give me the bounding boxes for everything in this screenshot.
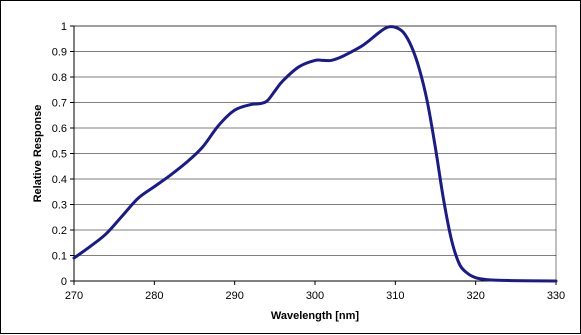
y-tick-label-9: 0.9 [52,47,67,59]
y-tick-label-2: 0.2 [52,225,67,237]
y-tick-label-7: 0.7 [52,98,67,110]
x-tick-label-6: 330 [547,290,565,302]
y-tick-label-1: 0.1 [52,251,67,263]
y-tick-label-8: 0.8 [52,72,67,84]
grid-lines [74,25,556,256]
x-tick-label-4: 310 [386,290,404,302]
x-tick-label-0: 270 [65,290,83,302]
y-axis-title: Relative Response [32,105,44,203]
y-tick-label-4: 0.4 [52,174,67,186]
y-tick-label-6: 0.6 [52,123,67,135]
x-tick-label-2: 290 [225,290,243,302]
x-axis-title: Wavelength [nm] [271,310,360,322]
y-axis: 0 0.1 0.2 0.3 0.4 0.5 0.6 0.7 0.8 0.9 1 [52,21,75,288]
series-line [72,25,558,283]
x-axis: 270 280 290 300 310 320 330 [65,280,565,302]
y-tick-label-0: 0 [61,276,67,288]
x-tick-label-1: 280 [145,290,163,302]
y-tick-label-3: 0.3 [52,200,67,212]
x-tick-label-5: 320 [466,290,484,302]
y-tick-label-10: 1 [61,21,67,33]
x-tick-label-3: 300 [306,290,324,302]
y-tick-label-5: 0.5 [52,149,67,161]
